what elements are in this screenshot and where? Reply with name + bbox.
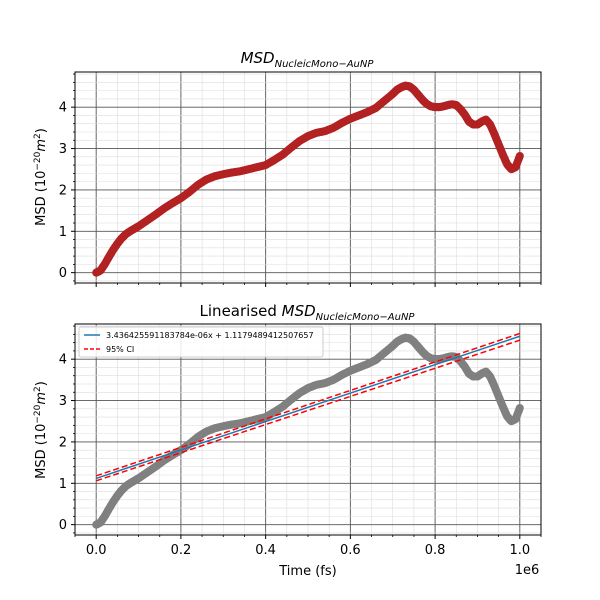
y-tick-label: 4: [59, 101, 67, 116]
y-tick-label: 4: [59, 353, 67, 368]
legend: 3.436425591183784e-06x + 1.1179489412507…: [78, 326, 324, 358]
y-tick-label: 0: [59, 266, 67, 281]
bottom-fit-lines: [95, 332, 521, 482]
fit-line: [95, 335, 521, 480]
top-scatter-series: [92, 81, 524, 277]
y-tick-label: 2: [59, 435, 67, 450]
top-y-axis-label: MSD (10−20m2): [33, 128, 49, 226]
x-axis-offset-label: 1e6: [515, 563, 540, 578]
x-tick-label: 0.4: [255, 543, 276, 558]
bottom-axes-frame: [74, 323, 542, 536]
legend-box: [78, 326, 324, 358]
x-tick-label: 0.2: [171, 543, 192, 558]
y-tick-label: 3: [59, 394, 67, 409]
msd-plot-linearised: Linearised MSDNucleicMono−AuNP 0 1 2 3 4 0.0…: [33, 302, 542, 579]
bottom-y-ticks: 0 1 2 3 4: [59, 325, 75, 534]
top-grid: [75, 72, 541, 283]
y-tick-label: 2: [59, 183, 67, 198]
data-point: [515, 403, 524, 412]
x-tick-label: 1.0: [509, 543, 530, 558]
bottom-y-axis-label: MSD (10−20m2): [33, 381, 49, 479]
y-tick-label: 1: [59, 477, 67, 492]
legend-fit-label: 3.436425591183784e-06x + 1.1179489412507…: [106, 331, 314, 340]
x-axis-label: Time (fs): [278, 564, 336, 579]
ci-upper-line: [95, 332, 521, 477]
top-y-ticks: 0 1 2 3 4: [59, 73, 75, 282]
top-chart-title: MSDNucleicMono−AuNP: [241, 49, 375, 70]
data-point: [515, 151, 524, 160]
top-x-ticks: [74, 283, 542, 287]
bottom-scatter-series: [92, 333, 524, 529]
ci-lower-line: [95, 339, 521, 482]
bottom-chart-title: Linearised MSDNucleicMono−AuNP: [200, 302, 416, 323]
top-axes-frame: [74, 71, 542, 284]
legend-ci-label: 95% CI: [106, 345, 134, 354]
x-tick-label: 0.8: [425, 543, 446, 558]
msd-plot-top: MSDNucleicMono−AuNP 0 1 2 3 4 MSD (10−20m2): [33, 49, 542, 287]
x-tick-label: 0.0: [86, 543, 107, 558]
x-tick-label: 0.6: [340, 543, 361, 558]
y-tick-label: 3: [59, 142, 67, 157]
y-tick-label: 0: [59, 518, 67, 533]
y-tick-label: 1: [59, 225, 67, 240]
bottom-x-ticks: 0.0 0.2 0.4 0.6 0.8 1.0: [74, 535, 542, 558]
